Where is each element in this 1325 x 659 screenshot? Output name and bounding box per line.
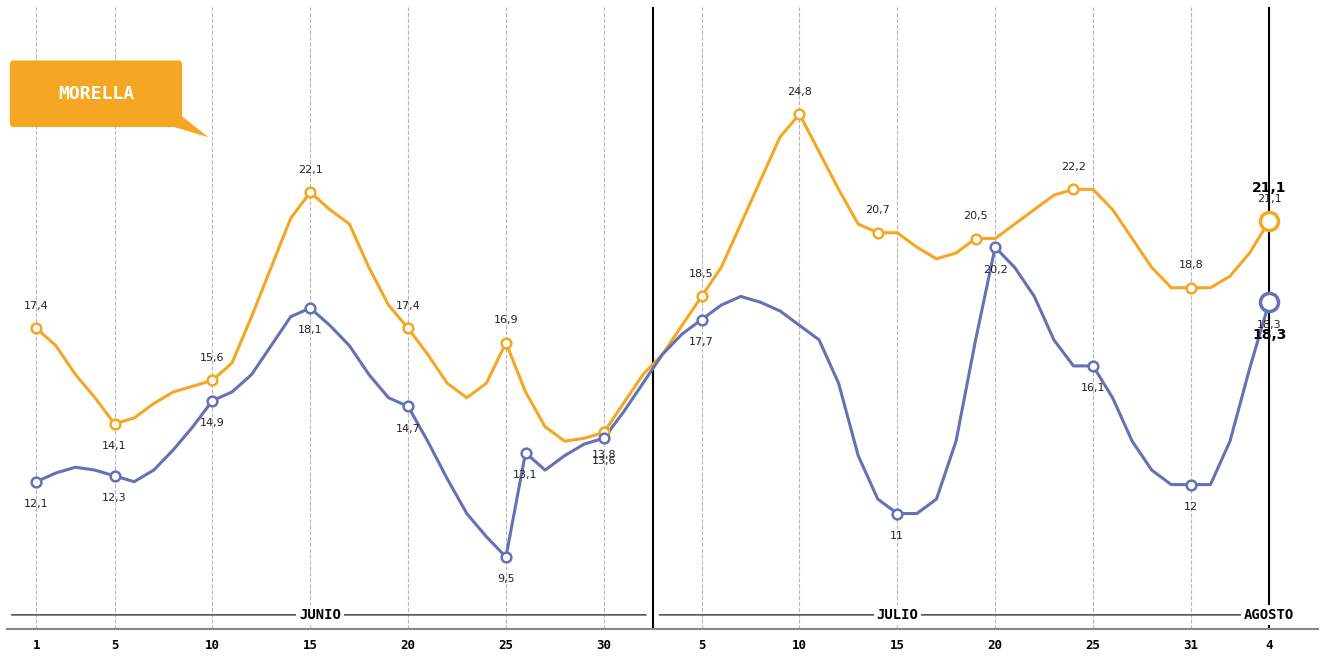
Text: 15,6: 15,6 xyxy=(200,353,225,363)
Text: MORELLA: MORELLA xyxy=(58,85,134,103)
Text: 18,3: 18,3 xyxy=(1252,328,1287,342)
Text: 20,7: 20,7 xyxy=(865,206,890,215)
Text: 14,1: 14,1 xyxy=(102,441,127,451)
Text: 16,9: 16,9 xyxy=(494,316,518,326)
Text: 13,8: 13,8 xyxy=(591,450,616,460)
Text: 18,3: 18,3 xyxy=(1257,320,1281,330)
Text: 12,3: 12,3 xyxy=(102,494,127,503)
Text: 9,5: 9,5 xyxy=(497,575,514,585)
Text: 18,5: 18,5 xyxy=(689,269,714,279)
Text: 14,7: 14,7 xyxy=(396,424,420,434)
Text: JULIO: JULIO xyxy=(876,608,918,622)
Text: 16,1: 16,1 xyxy=(1081,384,1105,393)
Text: 22,1: 22,1 xyxy=(298,165,322,175)
Polygon shape xyxy=(150,114,208,137)
Text: 12: 12 xyxy=(1183,502,1198,512)
Text: 11: 11 xyxy=(890,531,905,541)
Text: 20,5: 20,5 xyxy=(963,211,988,221)
Text: AGOSTO: AGOSTO xyxy=(1244,608,1295,622)
Text: 20,2: 20,2 xyxy=(983,264,1007,275)
Text: 14,9: 14,9 xyxy=(200,418,225,428)
Text: JUNIO: JUNIO xyxy=(299,608,341,622)
Text: 13,6: 13,6 xyxy=(591,455,616,466)
Text: 13,1: 13,1 xyxy=(513,470,538,480)
FancyBboxPatch shape xyxy=(9,61,182,127)
Text: 17,4: 17,4 xyxy=(396,301,420,311)
Text: 21,1: 21,1 xyxy=(1252,181,1287,195)
Text: 17,7: 17,7 xyxy=(689,337,714,347)
Text: 12,1: 12,1 xyxy=(24,499,49,509)
Text: 18,8: 18,8 xyxy=(1178,260,1203,270)
Text: 18,1: 18,1 xyxy=(298,326,322,335)
Text: 17,4: 17,4 xyxy=(24,301,49,311)
Text: 24,8: 24,8 xyxy=(787,87,812,97)
Text: 21,1: 21,1 xyxy=(1257,194,1281,204)
Text: 22,2: 22,2 xyxy=(1061,162,1086,172)
